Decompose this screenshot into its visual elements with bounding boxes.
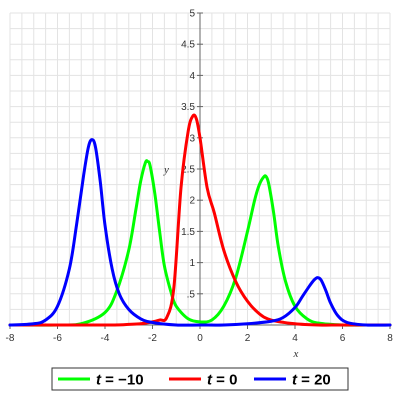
legend-label-2: t = 0 <box>207 372 237 389</box>
y-tick-label: 1.5 <box>181 227 195 238</box>
series-line-1 <box>8 159 392 327</box>
x-tick-label: -8 <box>6 333 15 344</box>
y-tick-label: 4.5 <box>181 40 195 51</box>
x-tick-label: 0 <box>197 333 203 344</box>
x-tick-label: 8 <box>387 333 393 344</box>
y-tick-label: .5 <box>187 289 196 300</box>
legend-label-3: t = 20 <box>292 372 331 389</box>
legend-value: = −10 <box>101 372 144 389</box>
x-axis-label: x <box>293 348 299 360</box>
legend-value: = 20 <box>297 372 331 389</box>
y-tick-label: 3 <box>189 133 195 144</box>
y-tick-label: 2 <box>189 196 195 207</box>
x-tick-label: -4 <box>101 333 110 344</box>
y-axis-label: y <box>163 164 169 176</box>
x-tick-label: -6 <box>53 333 62 344</box>
y-tick-label: 2.5 <box>181 165 195 176</box>
x-tick-label: 4 <box>292 333 298 344</box>
legend-label-1: t = −10 <box>96 372 144 389</box>
series-lines <box>8 113 392 327</box>
y-tick-label: 4 <box>189 71 195 82</box>
legend-variable: t <box>207 372 213 389</box>
legend-value: = 0 <box>212 372 237 389</box>
x-tick-label: 6 <box>340 333 346 344</box>
legend-variable: t <box>292 372 298 389</box>
x-tick-label: 2 <box>245 333 251 344</box>
y-tick-label: 1 <box>189 258 195 269</box>
y-tick-label: 5 <box>189 9 195 20</box>
legend-variable: t <box>96 372 102 389</box>
series-line-3 <box>8 138 392 327</box>
x-tick-label: -2 <box>148 333 157 344</box>
y-tick-label: 3.5 <box>181 102 195 113</box>
